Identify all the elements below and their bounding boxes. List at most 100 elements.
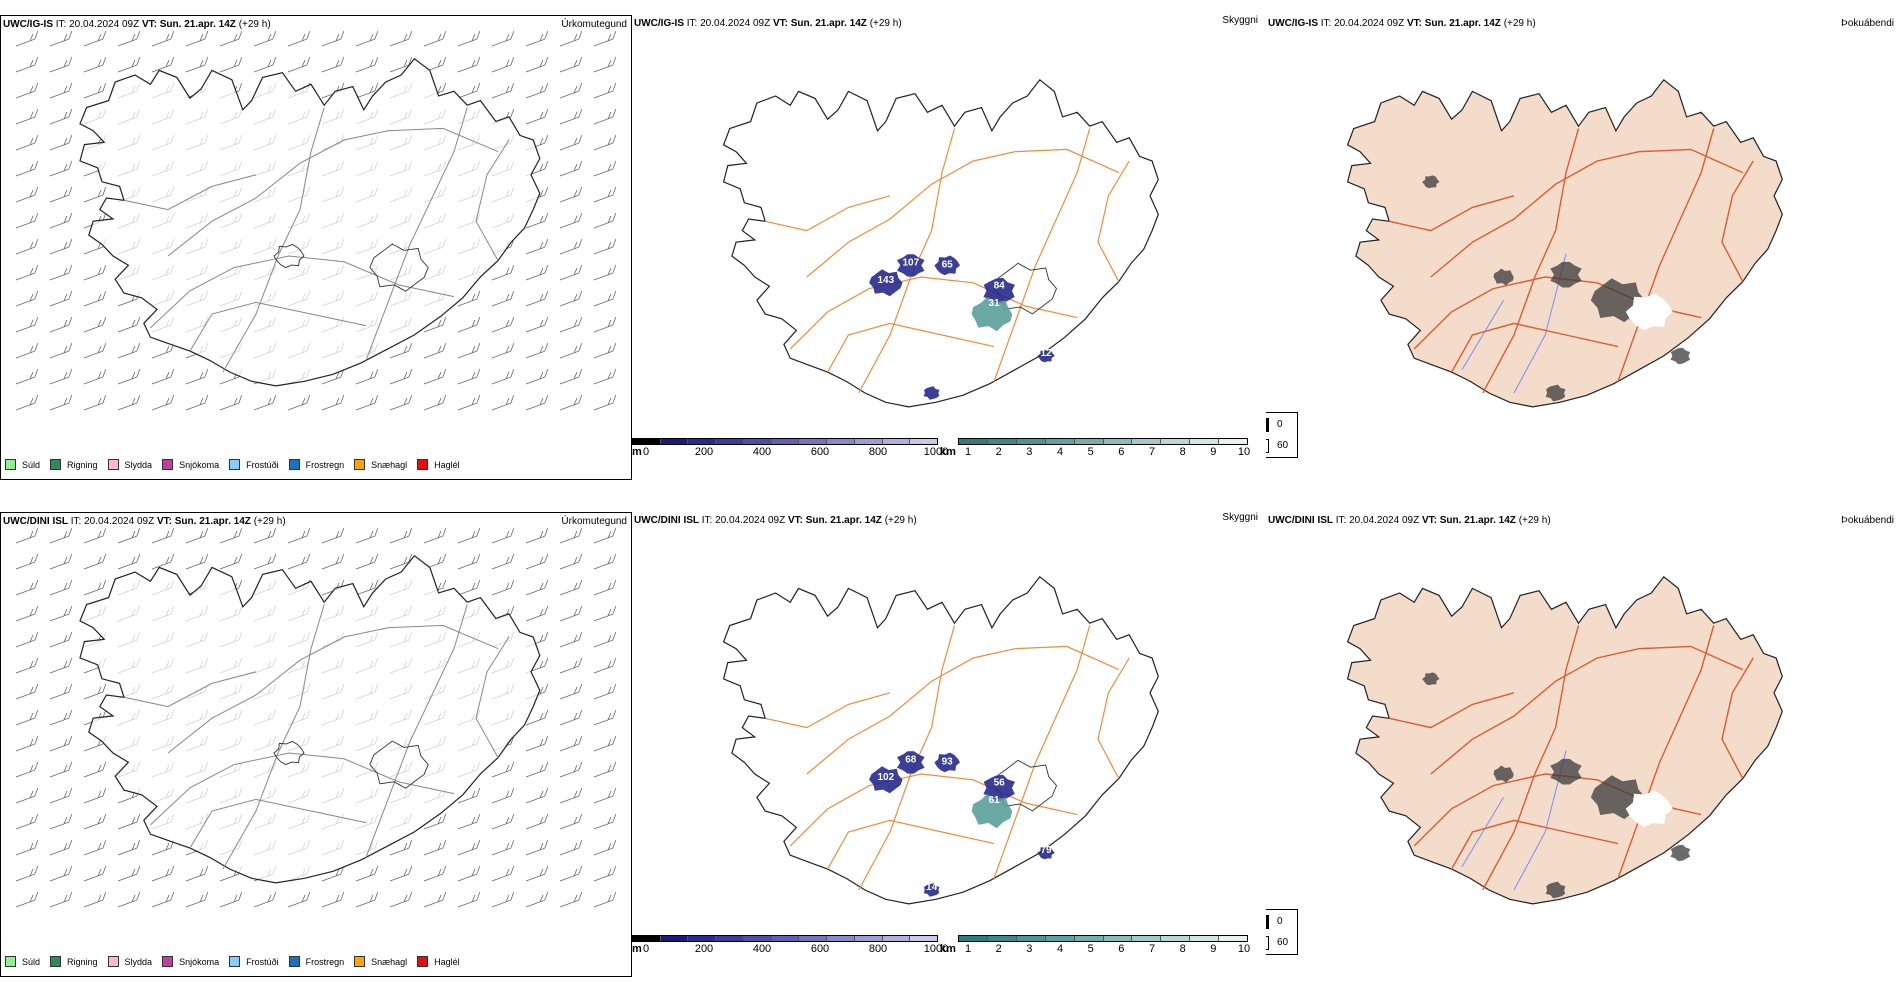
wind-barb bbox=[491, 394, 515, 411]
wind-barb bbox=[525, 394, 549, 411]
iceland-coastline bbox=[722, 78, 1159, 408]
wind-barb bbox=[491, 865, 515, 882]
wind-barb bbox=[559, 813, 583, 830]
visibility-ticks: 1 2 3 4 5 6 7 8 9 10 bbox=[962, 446, 1252, 460]
fog-legend-swatch-light bbox=[1266, 439, 1269, 453]
visibility-colorbar bbox=[958, 935, 1248, 942]
wind-barb bbox=[593, 82, 617, 99]
wind-barb bbox=[185, 865, 209, 882]
wind-barb bbox=[593, 30, 617, 47]
precip-swatch bbox=[162, 956, 174, 967]
fog-legend-label: 0 bbox=[1277, 419, 1283, 430]
visibility-tick: 6 bbox=[1118, 943, 1125, 955]
wind-barb bbox=[49, 186, 73, 203]
fog-area bbox=[1550, 758, 1582, 785]
wind-barb bbox=[525, 527, 549, 544]
wind-barb bbox=[525, 709, 549, 726]
wind-barb bbox=[423, 891, 447, 908]
wind-barb bbox=[457, 579, 481, 596]
wind-barb bbox=[491, 813, 515, 830]
wind-barb bbox=[593, 631, 617, 648]
wind-barb bbox=[491, 761, 515, 778]
wind-barb bbox=[559, 394, 583, 411]
wind-barb bbox=[15, 631, 39, 648]
wind-barb bbox=[83, 839, 107, 856]
wind-barb bbox=[389, 865, 413, 882]
wind-barb bbox=[355, 553, 379, 570]
precip-legend-label: Frostregn bbox=[305, 459, 345, 470]
wind-barb bbox=[49, 82, 73, 99]
wind-barb bbox=[559, 839, 583, 856]
wind-barb bbox=[253, 56, 277, 73]
it-label: IT: bbox=[55, 19, 67, 30]
wind-barb bbox=[83, 316, 107, 333]
fog-legend: 0 60 bbox=[1266, 412, 1298, 458]
it-value: 20.04.2024 09Z bbox=[700, 18, 771, 29]
wind-barb bbox=[151, 342, 175, 359]
wind-barb bbox=[423, 553, 447, 570]
wind-barb bbox=[559, 709, 583, 726]
wind-barb bbox=[219, 394, 243, 411]
wind-barb bbox=[491, 527, 515, 544]
low-cloud-area bbox=[971, 794, 1013, 829]
vt-label: VT: bbox=[772, 18, 788, 29]
it-label: IT: bbox=[70, 516, 82, 527]
wind-barb bbox=[525, 212, 549, 229]
precip-legend-item: Snæhagl bbox=[354, 459, 407, 470]
wind-barb bbox=[321, 865, 345, 882]
wind-barb bbox=[355, 368, 379, 385]
precip-legend-item: Slydda bbox=[107, 459, 152, 470]
wind-barb bbox=[49, 527, 73, 544]
visibility-value-label: 102 bbox=[877, 772, 894, 783]
iceland-coastline bbox=[722, 575, 1159, 905]
wind-barb bbox=[491, 891, 515, 908]
wind-barb bbox=[49, 56, 73, 73]
vt-value: Sun. 21.apr. 14Z bbox=[1439, 515, 1516, 526]
wind-barb bbox=[525, 316, 549, 333]
low-cloud-area bbox=[923, 883, 940, 897]
wind-barb bbox=[457, 316, 481, 333]
wind-barb bbox=[287, 30, 311, 47]
it-value: 20.04.2024 09Z bbox=[84, 516, 155, 527]
wind-barb bbox=[83, 527, 107, 544]
model-name: UWC/DINI ISL bbox=[634, 515, 699, 526]
precip-legend-item: Rigning bbox=[50, 459, 98, 470]
visibility-tick: 6 bbox=[1118, 446, 1125, 458]
wind-barb bbox=[457, 82, 481, 99]
wind-barb bbox=[49, 631, 73, 648]
vt-label: VT: bbox=[141, 19, 157, 30]
model-name: UWC/IG-IS bbox=[1268, 18, 1318, 29]
visibility-colorbar bbox=[958, 438, 1248, 445]
wind-barb bbox=[525, 761, 549, 778]
fog-legend-label: 60 bbox=[1277, 440, 1289, 451]
wind-barb bbox=[83, 553, 107, 570]
wind-barb bbox=[83, 891, 107, 908]
wind-barb bbox=[15, 82, 39, 99]
wind-barb bbox=[559, 553, 583, 570]
visibility-tick: 9 bbox=[1210, 943, 1217, 955]
wind-barb bbox=[525, 238, 549, 255]
wind-barb bbox=[525, 290, 549, 307]
wind-barb bbox=[423, 865, 447, 882]
wind-barb bbox=[83, 787, 107, 804]
precip-legend-item: Rigning bbox=[50, 956, 98, 967]
wind-barb bbox=[117, 368, 141, 385]
visibility-tick: 7 bbox=[1148, 943, 1156, 955]
wind-barb bbox=[83, 368, 107, 385]
wind-barb bbox=[593, 56, 617, 73]
visibility-tick: 10 bbox=[1237, 446, 1251, 458]
wind-barb bbox=[525, 787, 549, 804]
wind-barb bbox=[491, 342, 515, 359]
visibility-value-label: 107 bbox=[902, 257, 919, 268]
visibility-ticks: 1 2 3 4 5 6 7 8 9 10 bbox=[962, 943, 1252, 957]
wind-barb bbox=[423, 56, 447, 73]
vt-value: Sun. 21.apr. 14Z bbox=[1424, 18, 1501, 29]
wind-barb bbox=[491, 30, 515, 47]
precip-swatch bbox=[5, 956, 16, 967]
wind-barb bbox=[559, 238, 583, 255]
wind-barb bbox=[423, 394, 447, 411]
vt-value: Sun. 21.apr. 14Z bbox=[159, 19, 236, 30]
wind-barb bbox=[525, 813, 549, 830]
fog-area bbox=[1422, 672, 1440, 686]
wind-barb bbox=[423, 368, 447, 385]
